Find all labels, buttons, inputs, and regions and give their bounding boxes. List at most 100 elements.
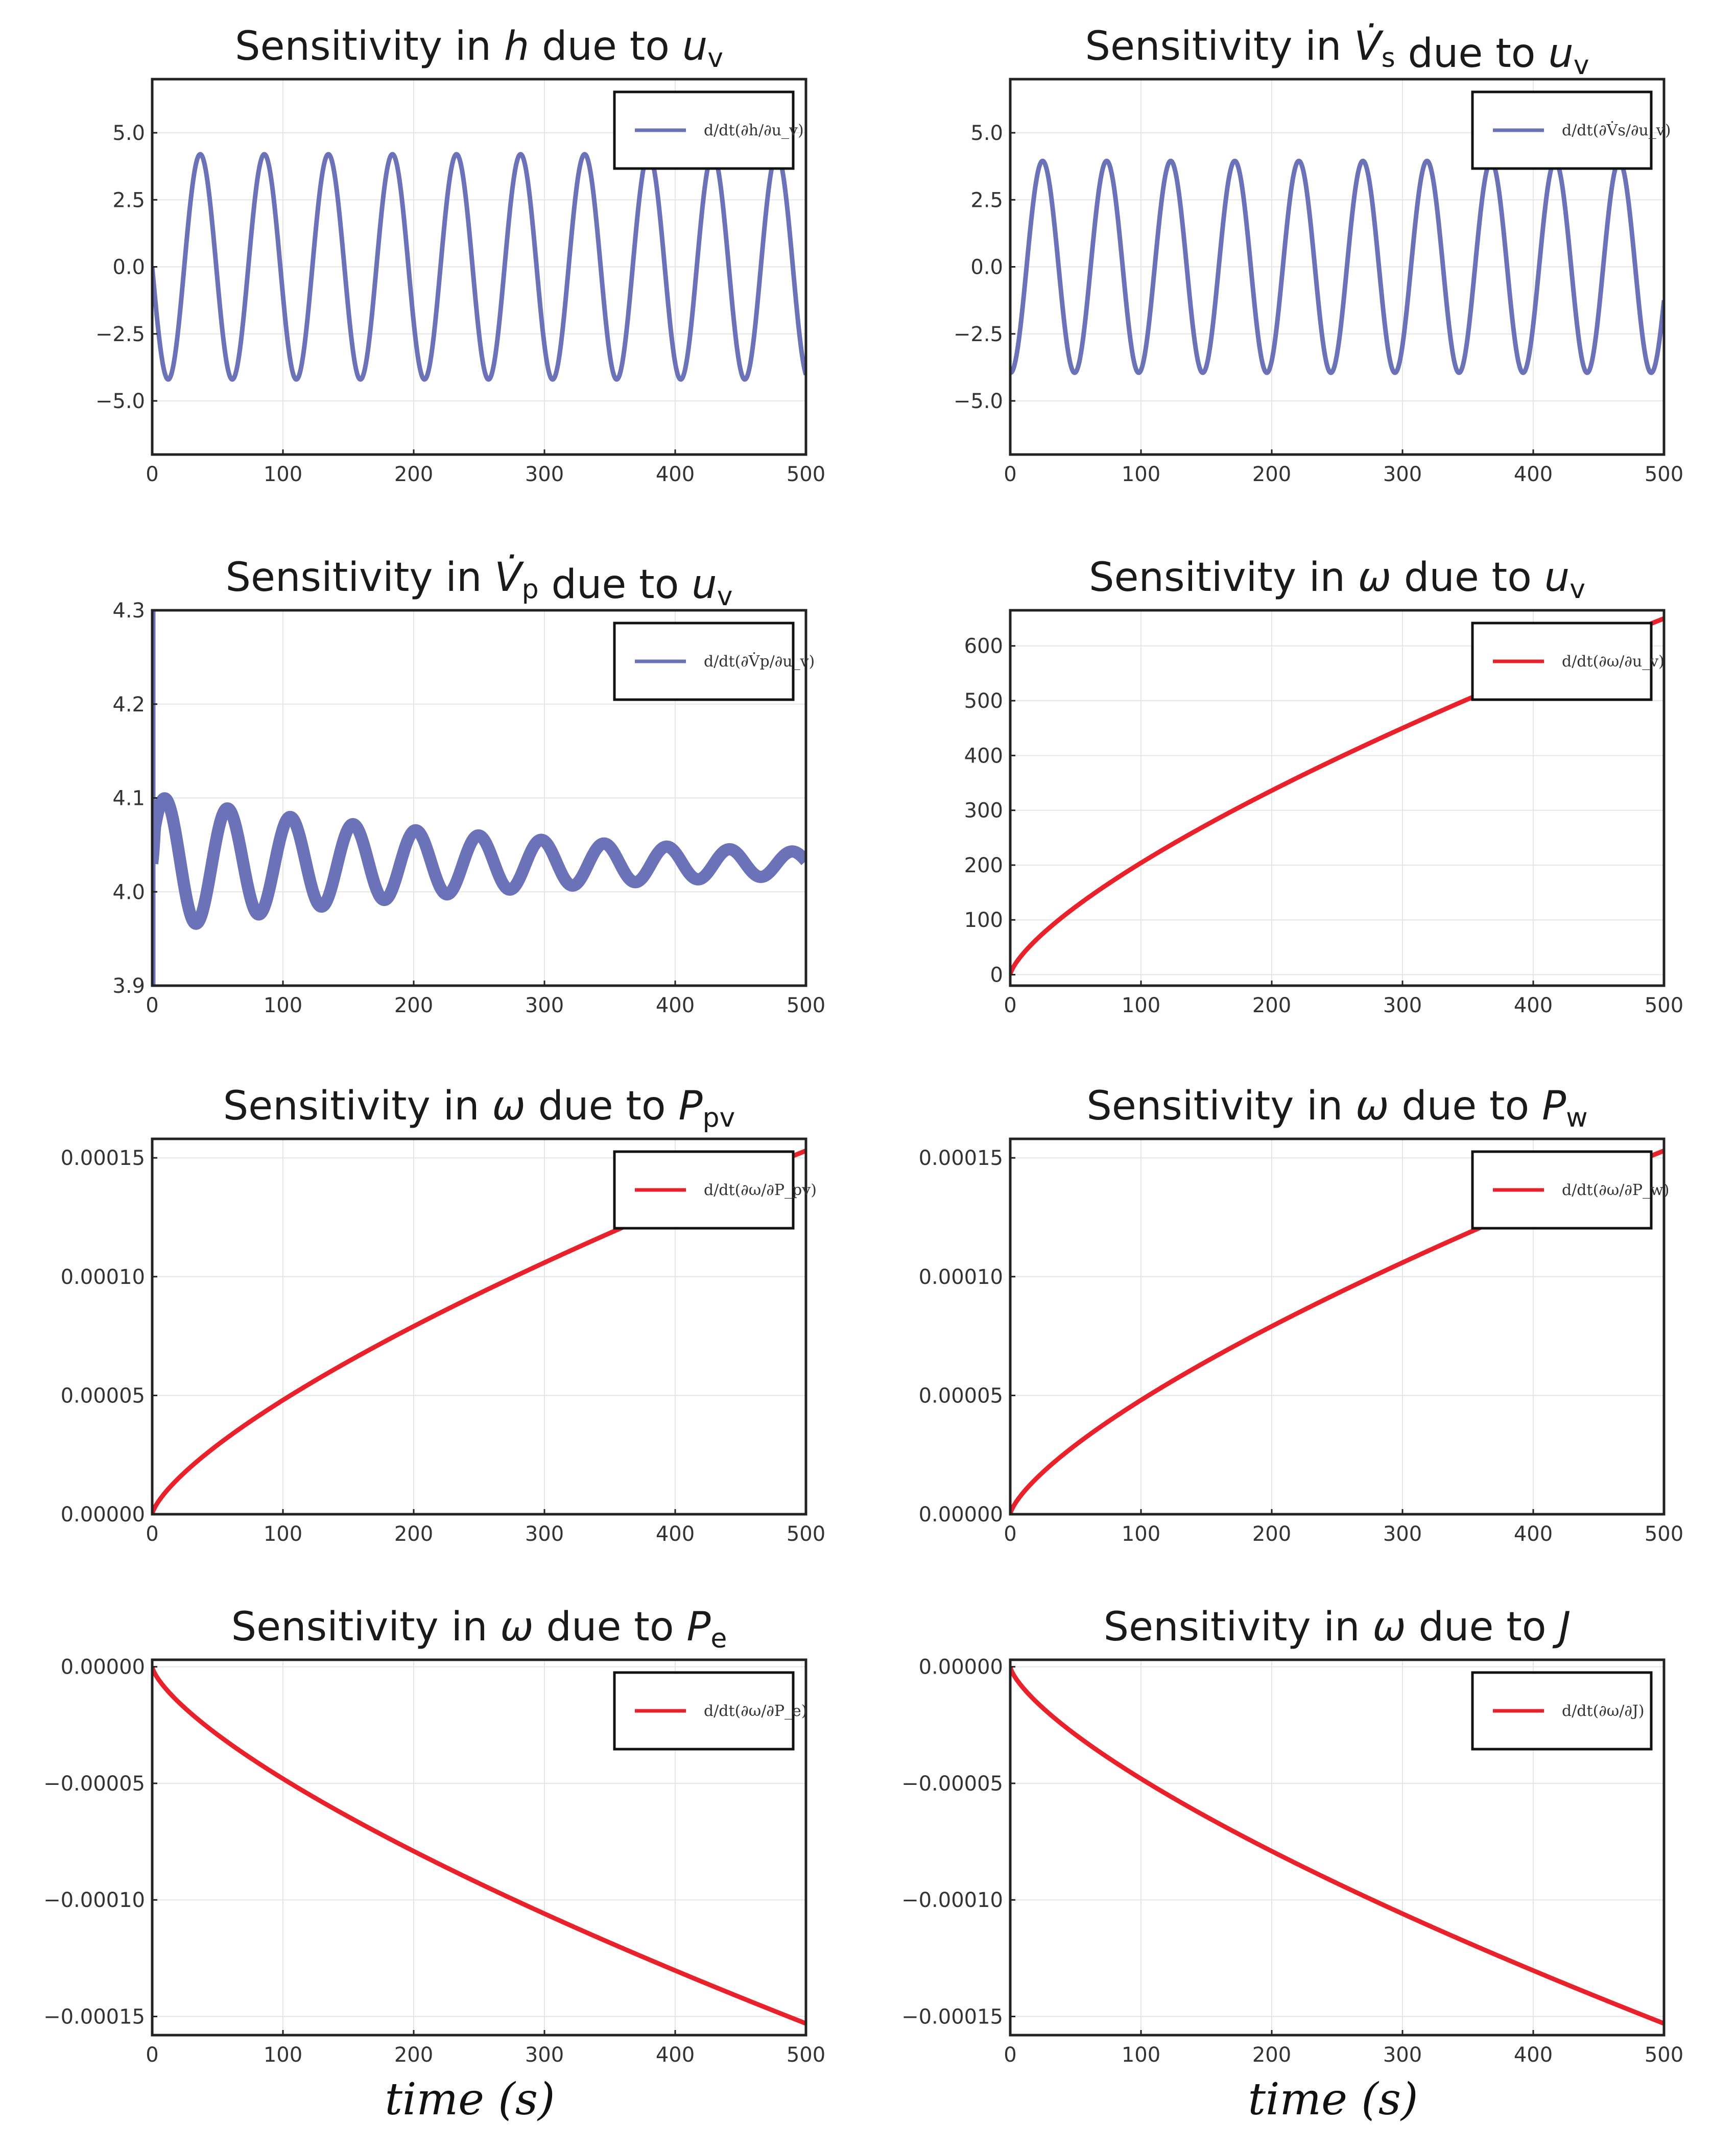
y-tick-label: 2.5 <box>970 188 1003 212</box>
y-tick-label: 0.00015 <box>919 1147 1003 1170</box>
chart-panel-h_uv: Sensitivity in h due to uv 0 100 200 300 400 5… <box>96 23 825 486</box>
x-tick-label: 300 <box>525 994 564 1017</box>
x-tick-label: 100 <box>264 463 302 486</box>
x-tick-label: 300 <box>1383 1522 1422 1546</box>
y-tick-label: 2.5 <box>112 188 145 212</box>
y-tick-label: −0.00015 <box>901 2005 1003 2028</box>
x-tick-label: 0 <box>146 1522 158 1546</box>
y-tick-label: 600 <box>964 635 1003 658</box>
x-tick-label: 200 <box>394 1522 433 1546</box>
chart-title-vp_uv: Sensitivity in V̇p due to uv <box>226 554 733 612</box>
x-tick-label: 300 <box>525 1522 564 1546</box>
x-tick-label: 200 <box>1252 1522 1291 1546</box>
chart-title-vs_uv: Sensitivity in V̇s due to uv <box>1085 23 1589 81</box>
y-tick-label: 200 <box>964 854 1003 877</box>
x-tick-label: 0 <box>146 2043 158 2067</box>
y-tick-label: −0.00010 <box>901 1889 1003 1912</box>
chart-panel-vs_uv: Sensitivity in V̇s due to uv 0 100 200 300 40… <box>954 23 1683 486</box>
x-tick-label: 400 <box>656 994 695 1017</box>
y-tick-label: 100 <box>964 909 1003 932</box>
x-tick-label: 0 <box>1004 463 1016 486</box>
y-tick-label: 0.00010 <box>919 1266 1003 1289</box>
y-tick-label: 4.2 <box>112 693 145 717</box>
x-tick-label: 500 <box>787 1522 825 1546</box>
y-tick-label: 4.1 <box>112 787 145 810</box>
x-tick-label: 400 <box>656 463 695 486</box>
x-tick-label: 300 <box>525 2043 564 2067</box>
y-tick-label: 3.9 <box>112 974 145 998</box>
x-tick-label: 400 <box>656 2043 695 2067</box>
chart-title-w_ppv: Sensitivity in ω due to Ppv <box>223 1083 735 1133</box>
x-tick-label: 200 <box>394 994 433 1017</box>
y-tick-label: −2.5 <box>96 323 145 346</box>
legend-label: d/dt(∂ω/∂P_e) <box>704 1702 807 1720</box>
y-tick-label: 0.0 <box>112 256 145 279</box>
series-line-w_j <box>1010 1666 1664 2026</box>
x-axis-label-right: time (s) <box>1248 2074 1418 2125</box>
x-tick-label: 0 <box>1004 2043 1016 2067</box>
x-tick-label: 100 <box>264 2043 302 2067</box>
y-tick-label: 300 <box>964 799 1003 823</box>
x-tick-label: 100 <box>264 994 302 1017</box>
y-tick-label: 0.00005 <box>61 1384 145 1407</box>
x-tick-label: 500 <box>1645 1522 1683 1546</box>
legend-label: d/dt(∂ω/∂P_w) <box>1562 1181 1669 1199</box>
legend-label: d/dt(∂V̇s/∂u_v) <box>1562 122 1671 139</box>
x-tick-label: 0 <box>146 994 158 1017</box>
plot-frame <box>1009 1658 1666 2037</box>
y-tick-label: −0.00005 <box>43 1772 145 1796</box>
x-tick-label: 0 <box>146 463 158 486</box>
x-axis-label-left: time (s) <box>385 2074 555 2125</box>
x-tick-label: 100 <box>1122 994 1160 1017</box>
x-tick-label: 0 <box>1004 994 1016 1017</box>
y-tick-label: 0.00000 <box>919 1503 1003 1526</box>
y-tick-label: 0.0 <box>970 256 1003 279</box>
x-tick-label: 100 <box>1122 463 1160 486</box>
x-tick-label: 200 <box>394 2043 433 2067</box>
legend-label: d/dt(∂V̇p/∂u_v) <box>704 653 815 671</box>
x-tick-label: 100 <box>1122 2043 1160 2067</box>
x-tick-label: 500 <box>1645 2043 1683 2067</box>
x-tick-label: 100 <box>264 1522 302 1546</box>
chart-panel-w_uv: Sensitivity in ω due to uv 0 100 200 300 400 5… <box>964 555 1684 1017</box>
y-tick-label: 5.0 <box>970 122 1003 145</box>
y-tick-label: −5.0 <box>96 390 145 413</box>
chart-title-w_uv: Sensitivity in ω due to uv <box>1089 555 1585 605</box>
x-tick-label: 300 <box>1383 463 1422 486</box>
legend-label: d/dt(∂ω/∂P_pv) <box>704 1181 817 1199</box>
x-tick-label: 500 <box>1645 994 1683 1017</box>
y-tick-label: −5.0 <box>954 390 1003 413</box>
y-tick-label: 400 <box>964 744 1003 768</box>
plot-frame <box>1009 609 1666 987</box>
y-tick-label: 5.0 <box>112 122 145 145</box>
chart-panel-vp_uv: Sensitivity in V̇p due to uv 0 100 200 300 40… <box>112 554 825 1017</box>
x-tick-label: 300 <box>1383 2043 1422 2067</box>
y-tick-label: 0.00015 <box>61 1147 145 1170</box>
chart-panel-w_pe: Sensitivity in ω due to Pe 0 100 200 300 400 5… <box>43 1604 825 2067</box>
x-tick-label: 400 <box>656 1522 695 1546</box>
series-line-h_uv <box>152 152 806 382</box>
legend-label: d/dt(∂h/∂u_v) <box>704 122 804 139</box>
x-tick-label: 400 <box>1514 1522 1553 1546</box>
chart-title-w_pe: Sensitivity in ω due to Pe <box>231 1604 727 1654</box>
y-tick-label: 4.3 <box>112 599 145 623</box>
chart-panel-w_j: Sensitivity in ω due to J 0 100 200 300 400 50… <box>901 1604 1683 2067</box>
x-tick-label: 400 <box>1514 994 1553 1017</box>
y-tick-label: −0.00015 <box>43 2005 145 2028</box>
y-tick-label: −2.5 <box>954 323 1003 346</box>
x-tick-label: 200 <box>394 463 433 486</box>
y-tick-label: 0 <box>990 964 1003 987</box>
plot-frame <box>151 1137 807 1516</box>
y-tick-label: 500 <box>964 689 1003 713</box>
chart-panel-w_pw: Sensitivity in ω due to Pw 0 100 200 300 400 5… <box>919 1083 1684 1546</box>
x-tick-label: 500 <box>1645 463 1683 486</box>
chart-panel-w_ppv: Sensitivity in ω due to Ppv 0 100 200 300 400… <box>61 1083 826 1546</box>
legend-label: d/dt(∂ω/∂u_v) <box>1562 653 1664 671</box>
x-tick-label: 200 <box>1252 463 1291 486</box>
x-tick-label: 400 <box>1514 2043 1553 2067</box>
y-tick-label: −0.00005 <box>901 1772 1003 1796</box>
x-tick-label: 300 <box>525 463 564 486</box>
legend-label: d/dt(∂ω/∂J) <box>1562 1702 1645 1720</box>
x-tick-label: 300 <box>1383 994 1422 1017</box>
